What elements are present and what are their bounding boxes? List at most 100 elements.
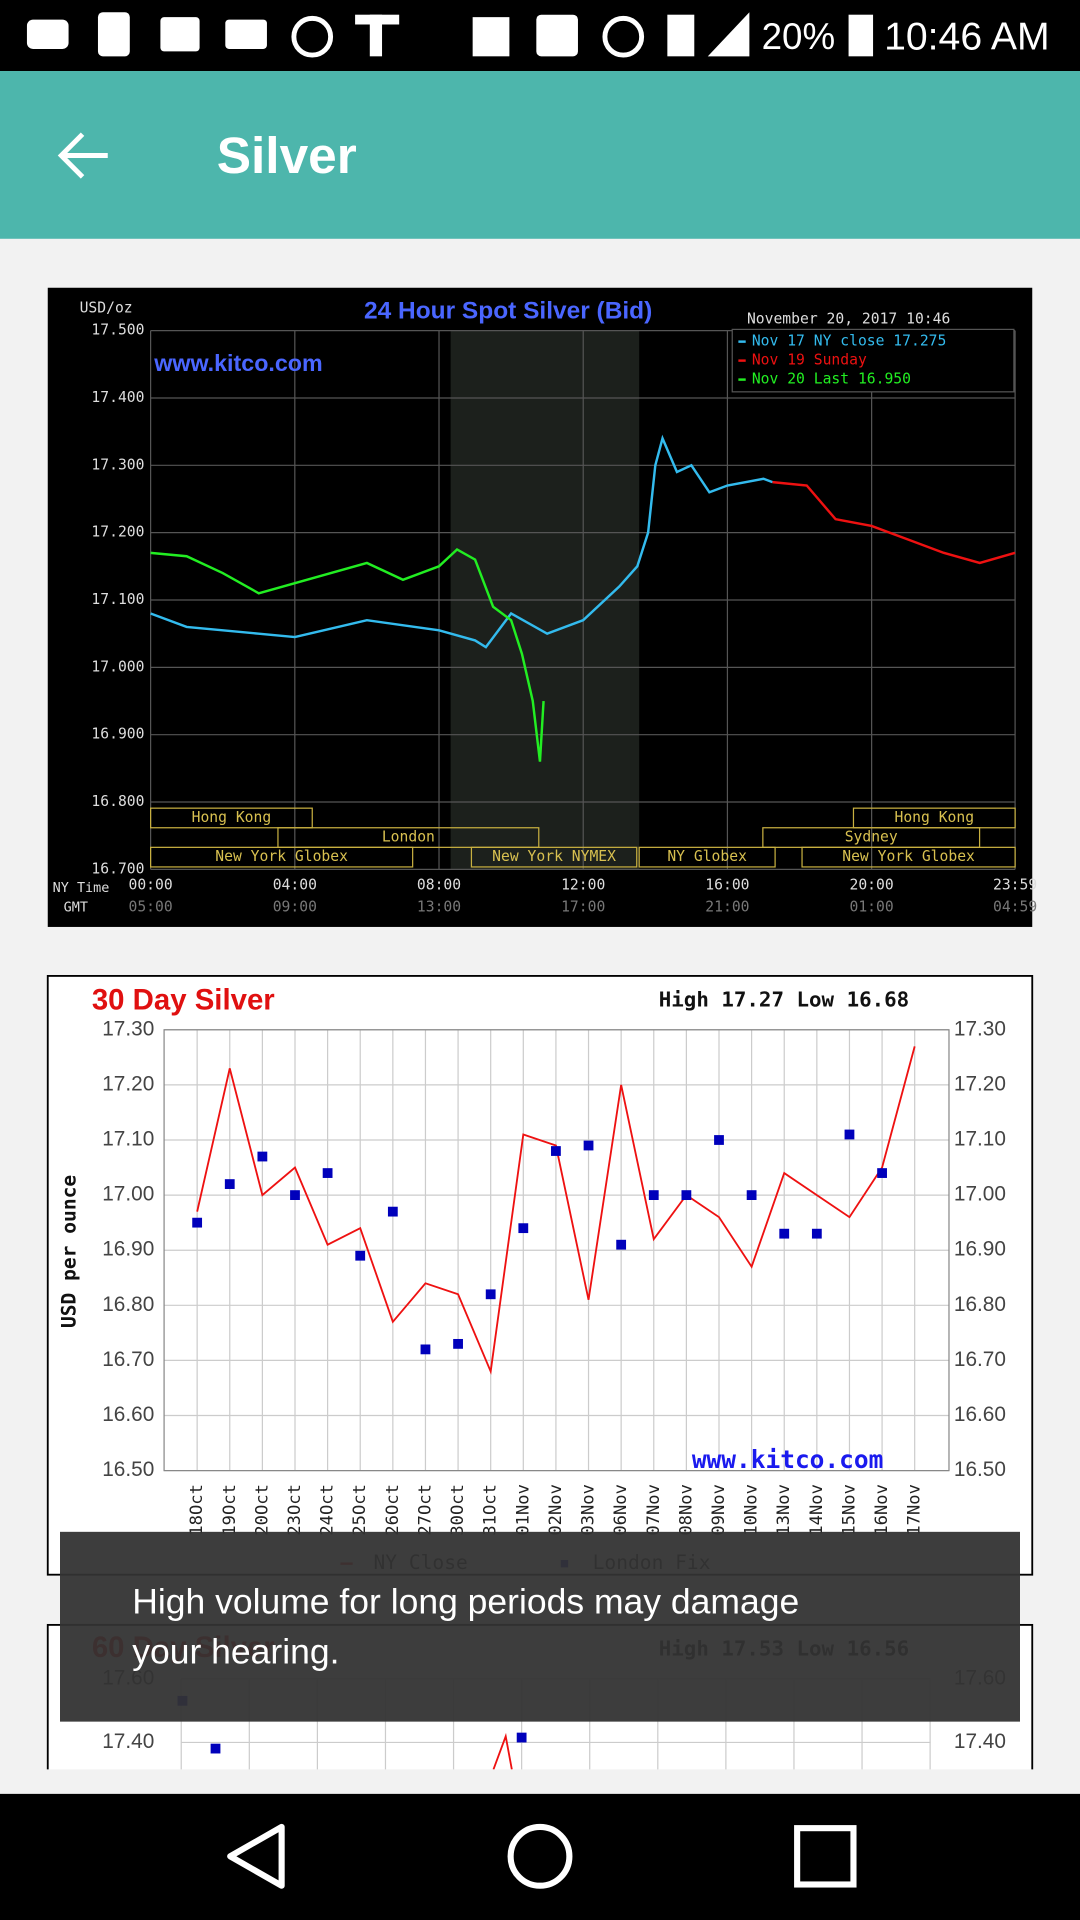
fix-point: [551, 1146, 561, 1156]
x-tick-label: 09Nov: [709, 1484, 729, 1536]
session-label: Hong Kong: [192, 809, 272, 826]
session-label: Sydney: [845, 829, 898, 846]
x-tick-label: 06Nov: [611, 1484, 631, 1536]
fix-point: [616, 1239, 627, 1250]
fix-point: [518, 1223, 529, 1234]
nav-home[interactable]: [507, 1823, 573, 1889]
app-bar: [0, 71, 1080, 239]
nav-back[interactable]: [227, 1823, 285, 1889]
y-tick-label: 16.90: [102, 1238, 154, 1261]
x-tick-label: 24Oct: [318, 1484, 338, 1536]
y-tick-label: 16.900: [91, 726, 144, 743]
price-line: [492, 1732, 513, 1770]
fix-point: [648, 1190, 659, 1200]
price-line: [150, 434, 773, 649]
y-tick-label: 17.500: [91, 322, 144, 339]
back-button[interactable]: [57, 132, 108, 179]
fix-point: [420, 1344, 431, 1355]
x-tick-label: 30Oct: [448, 1484, 468, 1536]
x-tick-label: 15Nov: [839, 1484, 859, 1536]
fix-point: [583, 1140, 594, 1151]
y-tick-label: 16.70: [102, 1348, 154, 1371]
session-label: New York NYMEX: [492, 848, 616, 865]
app-title: Silver: [217, 126, 357, 184]
timestamp: November 20, 2017 10:46: [747, 311, 950, 328]
y-tick-label: 17.400: [91, 389, 144, 406]
session-box: [150, 807, 313, 829]
unit-label: USD/oz: [80, 300, 133, 317]
y-tick-label-right: 17.40: [954, 1730, 1006, 1753]
chart-title: 30 Day Silver: [92, 983, 275, 1016]
y-tick-label-right: 16.50: [954, 1458, 1006, 1481]
fix-point: [746, 1190, 757, 1200]
fix-point: [355, 1250, 366, 1261]
x-tick-label: 02Nov: [546, 1484, 566, 1536]
x-tick-label: 14Nov: [807, 1484, 827, 1536]
high-low: High 17.27 Low 16.68: [659, 987, 909, 1011]
fix-point: [516, 1732, 527, 1743]
x-tick-label: 23Oct: [285, 1484, 305, 1536]
y-tick-label-right: 16.60: [954, 1403, 1006, 1426]
session-label: New York Globex: [842, 848, 975, 865]
y-tick-label: 17.40: [102, 1730, 154, 1753]
gmt-tick-label: 04:59: [993, 898, 1037, 915]
chart-background: [46, 974, 1034, 1576]
session-label: New York Globex: [215, 848, 348, 865]
gmt-tick-label: 21:00: [705, 898, 749, 915]
fix-point: [811, 1228, 822, 1239]
x-tick-label: 13Nov: [774, 1484, 794, 1536]
legend-entry: Nov 17 NY close 17.275: [752, 333, 947, 350]
gmt-tick-label: 09:00: [273, 898, 317, 915]
y-tick-label: 16.60: [102, 1403, 154, 1426]
price-line: [772, 480, 1016, 565]
watermark: www.kitco.com: [153, 350, 322, 376]
chart-title: 24 Hour Spot Silver (Bid): [364, 298, 652, 325]
y-tick-label-right: 17.20: [954, 1072, 1006, 1095]
y-tick-label: 16.800: [91, 793, 144, 810]
fix-point: [387, 1206, 398, 1217]
x-tick-label: 12:00: [561, 876, 605, 893]
fix-point: [714, 1135, 724, 1145]
gmt-tick-label: 01:00: [850, 898, 894, 915]
session-label: NY Globex: [667, 848, 747, 865]
x-tick-label: 00:00: [129, 876, 173, 893]
y-tick-label: 17.200: [91, 524, 144, 541]
fix-point: [779, 1228, 790, 1239]
x-tick-label: 25Oct: [350, 1484, 370, 1536]
legend-entry: Nov 20 Last 16.950: [752, 371, 911, 388]
nav-recents[interactable]: [794, 1825, 857, 1888]
x-tick-label: 18Oct: [187, 1484, 207, 1536]
x-tick-label: 07Nov: [644, 1484, 664, 1536]
x-tick-label: 19Oct: [220, 1484, 240, 1536]
session-box: [150, 846, 414, 868]
x-tick-label: 08:00: [417, 876, 461, 893]
session-box: [470, 846, 638, 868]
y-tick-label: 16.700: [91, 860, 144, 877]
session-label: Hong Kong: [894, 809, 974, 826]
x-tick-label: 23:59: [993, 876, 1037, 893]
y-tick-label-right: 17.30: [954, 1017, 1006, 1040]
y-tick-label: 17.30: [102, 1017, 154, 1040]
fix-point: [485, 1289, 496, 1300]
x-tick-label: 26Oct: [383, 1484, 403, 1536]
x-tick-label: 04:00: [273, 876, 317, 893]
fix-point: [453, 1338, 463, 1349]
fix-point: [877, 1168, 887, 1178]
chart-30day: 18Oct 19Oct 20Oct 23Oct 24Oct 25Oct 26Oct 27Oct…: [46, 974, 1034, 1576]
y-tick-label: 16.50: [102, 1458, 154, 1481]
x-tick-label: 10Nov: [742, 1484, 762, 1536]
x-tick-label: 27Oct: [415, 1484, 435, 1536]
fix-point: [224, 1179, 235, 1189]
y-tick-label-right: 16.70: [954, 1348, 1006, 1371]
clock: 10:46 AM: [884, 16, 1050, 59]
legend-box: [731, 328, 1015, 393]
status-icons: [26, 12, 874, 58]
price-line: [196, 1046, 916, 1375]
fix-point: [844, 1129, 855, 1140]
x-tick-label: 20Oct: [252, 1484, 272, 1536]
x-tick-label: 08Nov: [676, 1484, 696, 1536]
x-tick-label: 17Nov: [905, 1484, 925, 1536]
y-tick-label-right: 16.90: [954, 1238, 1006, 1261]
